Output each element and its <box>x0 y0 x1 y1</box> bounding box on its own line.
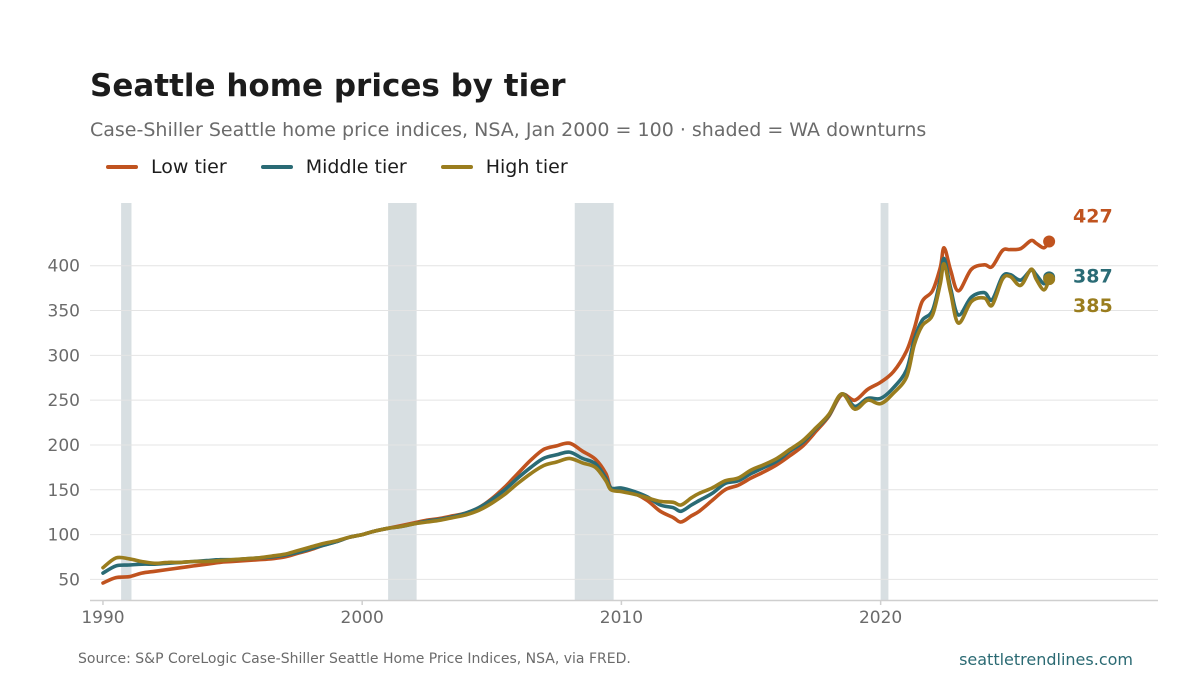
legend-swatch-low-tier <box>106 165 138 169</box>
source-prefix: Source: <box>78 651 131 667</box>
legend-item-high-tier: High tier <box>440 156 568 178</box>
x-tick-label: 2020 <box>859 608 902 628</box>
recession-bands <box>121 203 889 600</box>
recession-band-1 <box>388 203 417 600</box>
end-label-high-tier: 385 <box>1073 295 1113 317</box>
y-tick-label: 350 <box>48 302 80 322</box>
y-tick-label: 50 <box>58 570 80 590</box>
legend-item-middle-tier: Middle tier <box>260 156 407 178</box>
chart-subtitle: Case-Shiller Seattle home price indices,… <box>90 119 927 141</box>
end-label-middle-tier: 387 <box>1073 265 1113 287</box>
x-tick-label: 1990 <box>81 608 124 628</box>
legend-item-low-tier: Low tier <box>106 156 227 178</box>
source-note: Source: S&P CoreLogic Case-Shiller Seatt… <box>78 651 631 667</box>
end-labels: 427 387 385 <box>1073 206 1113 318</box>
gridlines <box>90 265 1158 580</box>
y-tick-label: 150 <box>48 481 80 501</box>
recession-band-2 <box>574 203 614 600</box>
legend-label-low-tier: Low tier <box>151 156 227 178</box>
legend-swatch-high-tier <box>440 165 473 169</box>
x-tick-label: 2000 <box>341 608 384 628</box>
legend-swatch-middle-tier <box>260 165 293 169</box>
series-endpoint-high-tier <box>1043 273 1056 286</box>
y-tick-label: 200 <box>48 436 80 456</box>
y-tick-label: 250 <box>48 391 80 411</box>
legend-label-middle-tier: Middle tier <box>305 156 407 178</box>
source-text: S&P CoreLogic Case-Shiller Seattle Home … <box>135 651 631 667</box>
y-tick-label: 400 <box>48 257 80 277</box>
y-tick-label: 300 <box>48 346 80 366</box>
series-lines <box>101 235 1056 585</box>
legend-label-high-tier: High tier <box>485 156 568 178</box>
recession-band-0 <box>121 203 132 600</box>
series-line-high-tier <box>101 262 1051 570</box>
y-tick-label: 100 <box>48 526 80 546</box>
axes: 50 100 150 200 250 300 350 400 1990 2000 2010 2020 <box>48 257 1158 628</box>
chart-legend: Low tier Middle tier High tier <box>106 156 602 178</box>
x-tick-label: 2010 <box>600 608 643 628</box>
end-label-low-tier: 427 <box>1073 206 1113 228</box>
series-endpoint-low-tier <box>1043 235 1056 248</box>
chart-title: Seattle home prices by tier <box>90 68 566 104</box>
brand-link[interactable]: seattletrendlines.com <box>959 650 1133 669</box>
